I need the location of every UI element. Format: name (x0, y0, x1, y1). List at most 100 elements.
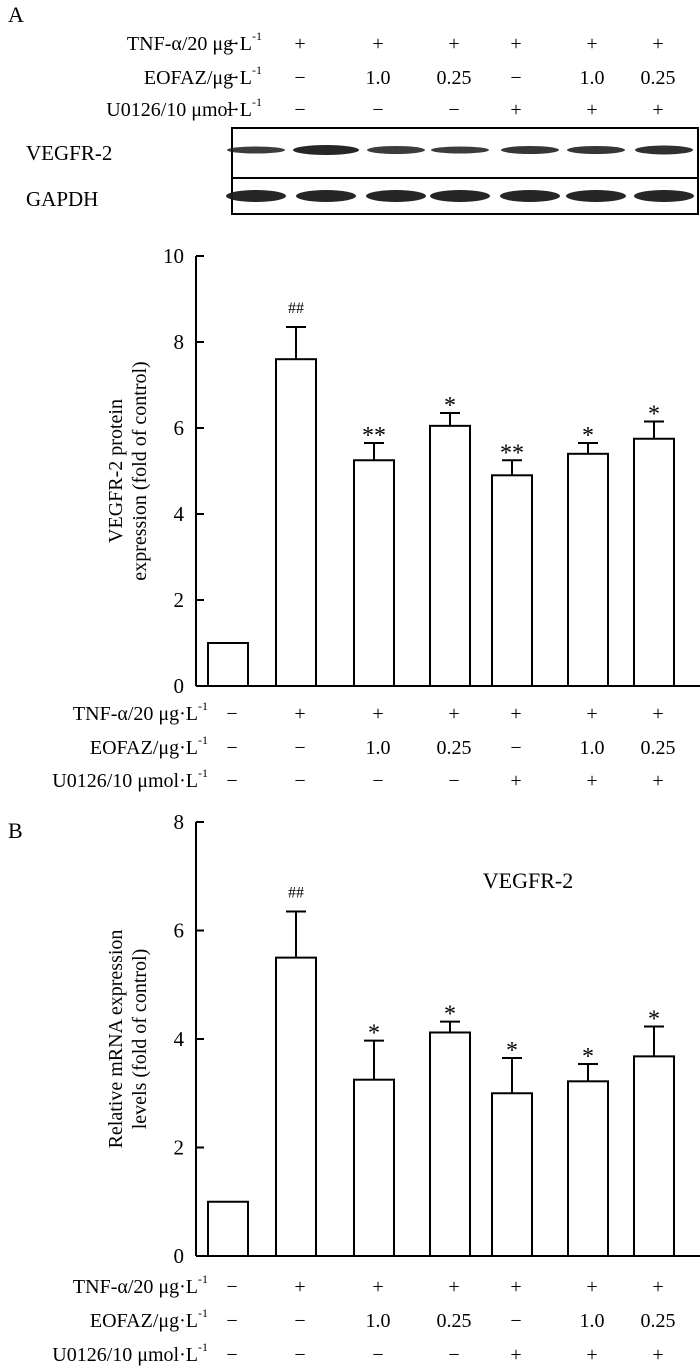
condition-value: − (226, 703, 237, 725)
chart-a-conditions: TNF-α/20 μg·L -1− + + + + + +EOFAZ/μg·L -1− −1.0 0… (52, 699, 675, 792)
condition-value: + (448, 703, 459, 725)
condition-value: 1.0 (580, 67, 605, 89)
condition-value: − (294, 99, 305, 121)
condition-value: + (510, 770, 521, 792)
y-tick-label: 10 (163, 244, 184, 268)
blot-vegfr-bands (227, 145, 693, 155)
y-tick-label: 2 (174, 588, 185, 612)
bar (633, 1055, 675, 1257)
condition-label-superscript: -1 (198, 1272, 208, 1286)
condition-value: − (226, 67, 237, 89)
condition-value: − (372, 99, 383, 121)
condition-label: U0126/10 μmol·L (52, 1344, 198, 1366)
condition-value: − (294, 737, 305, 759)
y-tick-label: 2 (174, 1136, 185, 1160)
condition-label: TNF-α/20 μg·L (73, 1276, 198, 1298)
condition-value: + (372, 33, 383, 55)
condition-value: + (586, 99, 597, 121)
condition-value: + (510, 33, 521, 55)
condition-value: 1.0 (580, 1310, 605, 1332)
condition-value: + (652, 770, 663, 792)
condition-value: + (448, 1276, 459, 1298)
western-blot: VEGFR-2 GAPDH (26, 127, 699, 215)
condition-value: + (586, 703, 597, 725)
bar (207, 642, 249, 687)
condition-label: EOFAZ/μg·L (90, 1310, 198, 1332)
condition-value: 1.0 (366, 1310, 391, 1332)
panel-b-label: B (8, 818, 23, 843)
significance-mark: * (444, 393, 456, 419)
condition-value: − (372, 1344, 383, 1366)
panel-b-annotation: VEGFR-2 (483, 868, 573, 893)
blot-gapdh-label: GAPDH (26, 187, 98, 211)
bar (567, 452, 609, 687)
condition-value: + (510, 99, 521, 121)
blot-band-vegfr (367, 146, 425, 154)
condition-value: − (226, 1276, 237, 1298)
chart-a: 0 2 4 6 8 10 VEGFR-2 protein expression (fold o… (105, 244, 700, 698)
significance-mark: * (444, 1002, 456, 1028)
significance-mark: * (648, 1007, 660, 1033)
condition-value: − (294, 770, 305, 792)
condition-value: − (294, 1344, 305, 1366)
condition-value: − (372, 770, 383, 792)
condition-value: + (586, 770, 597, 792)
blot-band-gapdh (566, 190, 626, 202)
blot-vegfr-label: VEGFR-2 (26, 141, 112, 165)
significance-mark: ## (288, 300, 304, 317)
blot-band-vegfr (227, 146, 285, 154)
condition-value: + (652, 33, 663, 55)
condition-value: − (448, 770, 459, 792)
condition-label-superscript: -1 (198, 766, 208, 780)
blot-band-gapdh (500, 190, 560, 202)
blot-band-vegfr (567, 146, 625, 154)
significance-mark: * (648, 402, 660, 428)
condition-value: + (586, 1344, 597, 1366)
condition-value: 0.25 (641, 1310, 676, 1332)
y-axis-label-line2: expression (fold of control) (129, 361, 151, 580)
blot-band-gapdh (634, 190, 694, 202)
significance-mark: * (582, 1044, 594, 1070)
significance-mark: ## (288, 885, 304, 902)
y-tick-label: 6 (174, 416, 185, 440)
condition-value: − (510, 67, 521, 89)
bar (207, 1200, 249, 1257)
bar (275, 358, 317, 687)
condition-label: U0126/10 μmol·L (52, 770, 198, 792)
condition-value: − (226, 737, 237, 759)
condition-value: 0.25 (437, 737, 472, 759)
condition-value: 0.25 (641, 67, 676, 89)
y-axis-label: VEGFR-2 protein expression (fold of contr… (105, 361, 151, 580)
condition-value: − (226, 1310, 237, 1332)
condition-value: − (510, 1310, 521, 1332)
chart-b: 0 2 4 6 8 Relative mRNA expression levels (fol… (105, 810, 700, 1268)
condition-value: − (510, 737, 521, 759)
condition-value: + (510, 1344, 521, 1366)
condition-value: 1.0 (366, 737, 391, 759)
significance-mark: * (368, 1021, 380, 1047)
condition-value: + (652, 1344, 663, 1366)
blot-gapdh-bands (226, 190, 694, 202)
bar (633, 437, 675, 687)
condition-label: TNF-α/20 μg·L (127, 33, 252, 55)
condition-value: − (448, 1344, 459, 1366)
condition-value: + (372, 1276, 383, 1298)
bar (429, 424, 471, 687)
condition-label-superscript: -1 (198, 1306, 208, 1320)
condition-value: + (448, 33, 459, 55)
condition-value: − (448, 99, 459, 121)
y-tick-label: 8 (174, 810, 185, 834)
condition-label: EOFAZ/μg·L (144, 67, 252, 89)
condition-label: TNF-α/20 μg·L (73, 703, 198, 725)
chart-b-conditions: TNF-α/20 μg·L -1− + + + + + +EOFAZ/μg·L -1− −1.0 0… (52, 1272, 675, 1366)
blot-band-gapdh (226, 190, 286, 202)
condition-value: + (652, 703, 663, 725)
y-tick-label: 8 (174, 330, 185, 354)
y-axis-label-line1: Relative mRNA expression (105, 930, 127, 1149)
condition-value: + (652, 99, 663, 121)
bar (275, 956, 317, 1257)
y-tick-label: 4 (174, 1027, 185, 1051)
condition-value: + (586, 1276, 597, 1298)
condition-label-superscript: -1 (252, 63, 262, 77)
